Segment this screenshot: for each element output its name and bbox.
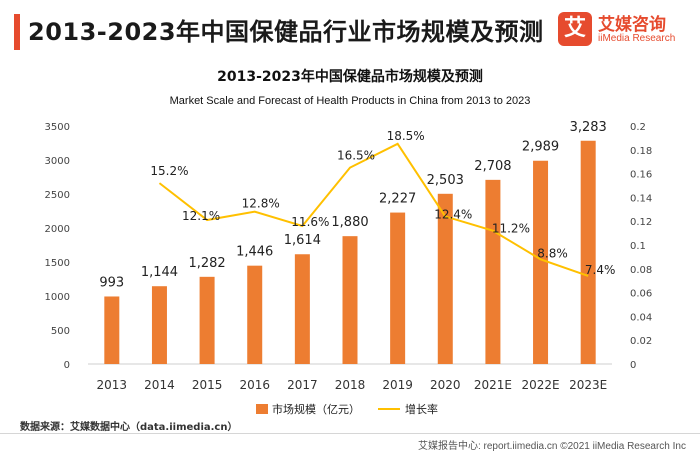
bar xyxy=(390,212,406,364)
footer-credit: 艾媒报告中心: report.iimedia.cn ©2021 iiMedia … xyxy=(417,441,686,452)
page-title: 2013-2023年中国保健品行业市场规模及预测 xyxy=(28,18,544,46)
y-left-tick-label: 3000 xyxy=(45,156,70,167)
y-right-tick-label: 0.1 xyxy=(630,241,646,252)
x-tick-label: 2022E xyxy=(521,378,559,392)
legend-swatch-bar xyxy=(256,404,268,414)
logo-name: 艾媒咨询 xyxy=(598,15,666,35)
x-tick-label: 2020 xyxy=(430,378,461,392)
logo-subtitle: iiMedia Research xyxy=(598,33,676,44)
data-source: 数据来源：艾媒数据中心（data.iimedia.cn） xyxy=(20,422,238,433)
growth-rate-line xyxy=(158,142,589,277)
line-value-label: 12.8% xyxy=(242,197,280,211)
bar xyxy=(104,296,120,364)
y-left-tick-label: 1500 xyxy=(45,258,70,269)
line-value-label: 16.5% xyxy=(337,149,375,163)
y-right-tick-label: 0.2 xyxy=(630,122,646,133)
bar xyxy=(342,236,358,364)
bar-value-label: 993 xyxy=(99,275,124,290)
x-tick-label: 2021E xyxy=(474,378,512,392)
bar-value-label: 1,144 xyxy=(141,265,178,280)
legend-label-line: 增长率 xyxy=(405,402,438,416)
x-tick-label: 2016 xyxy=(239,378,270,392)
x-tick-label: 2013 xyxy=(97,378,128,392)
chart-title: 2013-2023年中国保健品市场规模及预测 xyxy=(217,68,483,85)
bar xyxy=(437,193,453,364)
legend-label-bar: 市场规模（亿元） xyxy=(272,402,360,416)
y-right-tick-label: 0 xyxy=(630,360,636,371)
x-tick-label: 2017 xyxy=(287,378,318,392)
y-right-tick-label: 0.02 xyxy=(630,336,652,347)
bar xyxy=(533,160,549,364)
y-left-tick-label: 500 xyxy=(51,326,70,337)
y-left-tick-label: 1000 xyxy=(45,292,70,303)
bar-value-label: 2,708 xyxy=(474,159,511,174)
x-tick-label: 2019 xyxy=(382,378,413,392)
bar xyxy=(199,276,215,364)
y-right-tick-label: 0.04 xyxy=(630,312,652,323)
line-value-label: 11.6% xyxy=(291,215,329,229)
y-left-tick-label: 2500 xyxy=(45,190,70,201)
logo-badge-icon: 艾 xyxy=(558,12,592,46)
line-value-label: 8.8% xyxy=(537,246,568,260)
line-value-label: 7.4% xyxy=(585,263,616,277)
bar-value-label: 2,227 xyxy=(379,192,416,207)
y-left-tick-label: 0 xyxy=(64,360,70,371)
line-value-label: 12.1% xyxy=(182,209,220,223)
line-value-label: 12.4% xyxy=(434,207,472,221)
chart-subtitle: Market Scale and Forecast of Health Prod… xyxy=(170,95,531,107)
y-right-tick-label: 0.14 xyxy=(630,193,652,204)
y-right-tick-label: 0.16 xyxy=(630,170,652,181)
bar-value-label: 1,446 xyxy=(236,245,273,260)
x-tick-label: 2015 xyxy=(192,378,223,392)
bar-value-label: 1,880 xyxy=(331,215,368,230)
bar xyxy=(151,286,167,364)
y-right-tick-label: 0.08 xyxy=(630,265,652,276)
line-value-label: 15.2% xyxy=(150,164,188,178)
bar-value-label: 3,283 xyxy=(570,120,607,135)
y-right-tick-label: 0.06 xyxy=(630,289,652,300)
y-right-tick-label: 0.18 xyxy=(630,146,652,157)
bar-value-label: 2,989 xyxy=(522,140,559,155)
bar xyxy=(247,265,263,364)
bar-value-label: 1,614 xyxy=(284,233,321,248)
bar xyxy=(485,179,501,364)
x-tick-label: 2014 xyxy=(144,378,175,392)
y-right-tick-label: 0.12 xyxy=(630,217,652,228)
y-left-tick-label: 3500 xyxy=(45,122,70,133)
y-left-tick-label: 2000 xyxy=(45,224,70,235)
title-accent-bar xyxy=(14,14,20,50)
x-tick-label: 2023E xyxy=(569,378,607,392)
line-value-label: 18.5% xyxy=(387,129,425,143)
bar-value-label: 1,282 xyxy=(188,256,225,271)
bar xyxy=(580,140,596,364)
line-value-label: 11.2% xyxy=(492,222,530,236)
x-tick-label: 2018 xyxy=(335,378,366,392)
bar-value-label: 2,503 xyxy=(427,173,464,188)
brand-logo: 艾 艾媒咨询 iiMedia Research xyxy=(558,10,688,52)
footer-divider xyxy=(0,433,700,434)
bar xyxy=(294,254,310,364)
